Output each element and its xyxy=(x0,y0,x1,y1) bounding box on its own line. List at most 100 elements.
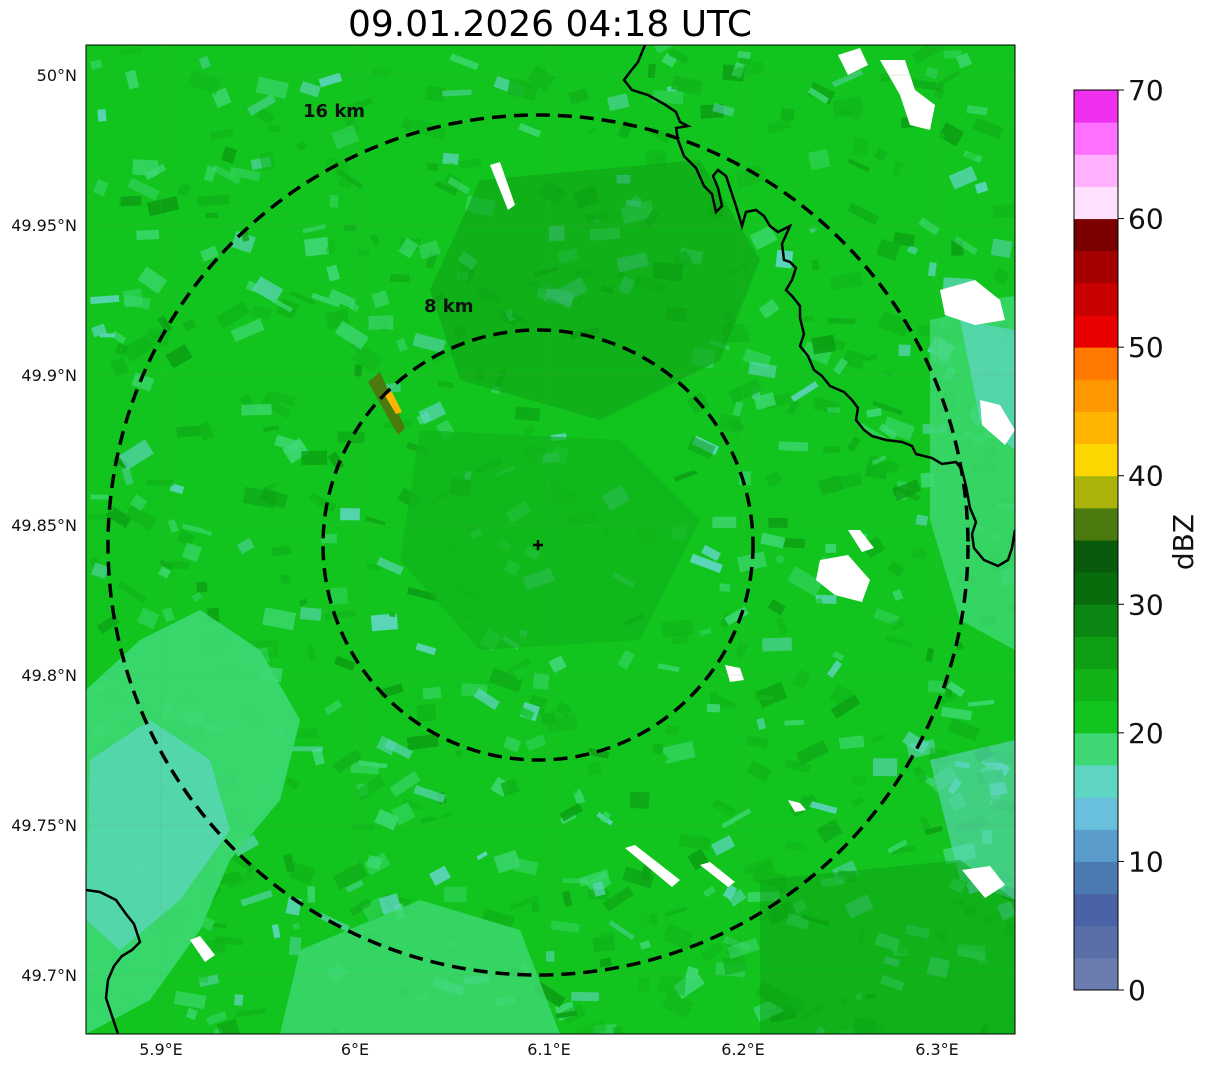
reflectivity-pixel xyxy=(607,93,630,112)
reflectivity-pixel xyxy=(261,395,292,419)
reflectivity-pixel xyxy=(562,890,573,907)
reflectivity-pixel xyxy=(211,87,232,108)
reflectivity-pixel xyxy=(891,478,922,501)
reflectivity-pixel xyxy=(791,668,811,690)
colorbar-segment xyxy=(1074,797,1118,830)
reflectivity-pixel xyxy=(910,78,944,92)
colorbar-segment xyxy=(1074,186,1118,220)
reflectivity-pixel xyxy=(151,330,164,342)
reflectivity-pixel xyxy=(873,148,888,162)
reflectivity-pixel xyxy=(389,770,421,798)
reflectivity-pixel xyxy=(429,865,451,886)
radar-map[interactable]: 16 km 8 km xyxy=(86,31,1042,1049)
reflectivity-pixel xyxy=(825,543,837,553)
reflectivity-pixel xyxy=(906,244,919,256)
colorbar-segment xyxy=(1074,925,1118,959)
reflectivity-pixel xyxy=(953,236,979,256)
lon-axis: 5.9°E 6°E 6.1°E 6.2°E 6.3°E xyxy=(139,1040,959,1059)
reflectivity-pixel xyxy=(838,735,865,750)
reflectivity-pixel xyxy=(334,655,356,671)
reflectivity-pixel xyxy=(298,598,308,607)
reflectivity-pixel xyxy=(727,998,750,1008)
reflectivity-pixel xyxy=(283,853,295,873)
range-ring-16km xyxy=(106,113,970,977)
reflectivity-pixel xyxy=(786,399,800,416)
reflectivity-pixel xyxy=(247,94,277,116)
reflectivity-pixel xyxy=(307,886,316,903)
reflectivity-pixel xyxy=(839,709,855,719)
reflectivity-pixel xyxy=(280,573,291,584)
reflectivity-pixel xyxy=(938,151,947,158)
reflectivity-pixel xyxy=(702,886,716,898)
reflectivity-pixel xyxy=(723,936,752,952)
reflectivity-pixel xyxy=(661,52,678,68)
lon-tick: 6.2°E xyxy=(721,1040,765,1059)
reflectivity-pixel xyxy=(908,311,917,322)
reflectivity-pixel xyxy=(390,273,410,283)
reflectivity-pixel xyxy=(412,333,446,354)
reflectivity-pixel xyxy=(266,390,297,407)
colorbar-segment xyxy=(1074,700,1118,734)
reflectivity-pixel xyxy=(912,548,926,559)
reflectivity-pixel xyxy=(871,455,887,466)
reflectivity-pixel xyxy=(943,50,962,59)
reflectivity-pixel xyxy=(430,348,456,366)
reflectivity-pixel xyxy=(668,48,690,64)
reflectivity-pixel xyxy=(157,315,173,334)
reflectivity-pixel xyxy=(523,765,540,777)
reflectivity-pixel xyxy=(125,69,140,90)
reflectivity-pixel xyxy=(765,471,783,488)
reflectivity-pixel xyxy=(719,583,731,593)
reflectivity-pixel xyxy=(629,791,650,809)
reflectivity-pixel xyxy=(370,233,380,246)
reflectivity-pixel xyxy=(795,739,829,766)
reflectivity-pixel xyxy=(662,923,695,950)
reflectivity-pixel xyxy=(209,128,234,140)
reflectivity-pixel xyxy=(608,920,635,940)
reflectivity-pixel xyxy=(282,437,310,464)
lat-tick: 49.8°N xyxy=(21,666,77,685)
colorbar-segment xyxy=(1074,90,1118,123)
map-title: 09.01.2026 04:18 UTC xyxy=(347,4,753,45)
reflectivity-pixel xyxy=(332,749,362,774)
reflectivity-pixel xyxy=(893,231,916,248)
reflectivity-pixel xyxy=(774,616,789,636)
reflectivity-pixel xyxy=(406,367,430,388)
reflectivity-pixel xyxy=(365,516,386,526)
reflectivity-pixel xyxy=(979,228,990,242)
reflectivity-pixel xyxy=(811,259,820,271)
reflectivity-pixel xyxy=(827,457,855,477)
reflectivity-pixel xyxy=(775,554,785,564)
reflectivity-pixel xyxy=(592,881,606,897)
lat-tick: 49.95°N xyxy=(11,216,77,235)
reflectivity-pixel xyxy=(927,680,946,694)
reflectivity-pixel xyxy=(885,635,913,648)
reflectivity-pixel xyxy=(798,316,814,323)
reflectivity-pixel xyxy=(749,859,777,884)
reflectivity-pixel xyxy=(832,357,849,375)
reflectivity-pixel xyxy=(674,462,706,474)
reflectivity-pixel xyxy=(418,401,447,425)
reflectivity-pixel xyxy=(919,815,932,832)
reflectivity-pixel xyxy=(113,188,122,206)
reflectivity-pixel xyxy=(816,245,838,259)
reflectivity-pixel xyxy=(990,238,1013,258)
reflectivity-pixel xyxy=(652,89,684,105)
reflectivity-pixel xyxy=(389,612,396,617)
reflectivity-pixel xyxy=(947,718,980,741)
reflectivity-pixel xyxy=(601,931,614,939)
reflectivity-pixel xyxy=(229,166,261,182)
colorbar-segment xyxy=(1074,250,1118,284)
reflectivity-pixel xyxy=(311,292,341,308)
lat-tick: 49.7°N xyxy=(21,966,77,985)
reflectivity-pixel xyxy=(176,529,196,548)
reflectivity-pixel xyxy=(553,784,579,806)
colorbar-tick-label: 10 xyxy=(1128,845,1164,878)
reflectivity-pixel xyxy=(299,607,322,621)
reflectivity-pixel xyxy=(195,965,211,984)
reflectivity-pixel xyxy=(364,852,391,876)
reflectivity-pixel xyxy=(726,937,760,960)
reflectivity-pixel xyxy=(532,672,550,690)
reflectivity-pixel xyxy=(169,483,185,495)
